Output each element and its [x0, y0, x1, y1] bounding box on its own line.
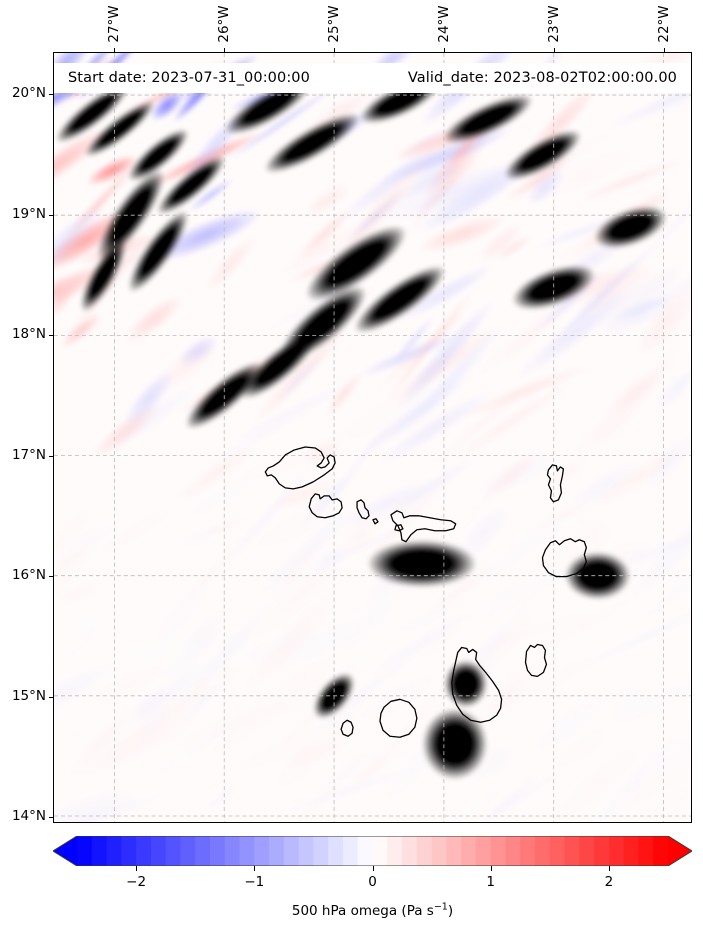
date-annotation-band: Start date: 2023-07-31_00:00:00 Valid_da… [54, 63, 691, 93]
x-tick--22: 22°W [656, 5, 673, 43]
x-tick-mark [333, 48, 335, 52]
x-tick-mark [664, 48, 666, 52]
y-tick-18: 18°N [11, 326, 46, 343]
colorbar-tick-0: 0 [368, 874, 377, 890]
y-tick-17: 17°N [11, 446, 46, 463]
y-tick-mark [49, 455, 53, 457]
start-date-text: Start date: 2023-07-31_00:00:00 [68, 70, 310, 86]
x-tick-mark [223, 48, 225, 52]
y-tick-16: 16°N [11, 567, 46, 584]
colorbar-tick--1: −1 [244, 874, 265, 890]
x-tick--24: 24°W [436, 5, 453, 43]
x-tick-mark [554, 48, 556, 52]
omega-field-heatmap [54, 53, 691, 822]
colorbar-label-text: 500 hPa omega (Pa s−1) [291, 901, 454, 919]
x-tick-mark [444, 48, 446, 52]
map-axes: Start date: 2023-07-31_00:00:00 Valid_da… [53, 52, 692, 823]
x-tick--23: 23°W [546, 5, 563, 43]
x-tick--26: 26°W [215, 5, 232, 43]
x-tick--27: 27°W [105, 5, 122, 43]
y-tick-mark [49, 94, 53, 96]
y-tick-14: 14°N [11, 807, 46, 824]
x-tick-mark [113, 48, 115, 52]
y-tick-mark [49, 816, 53, 818]
colorbar-tick-1: 1 [486, 874, 495, 890]
colorbar-tick--2: −2 [126, 874, 147, 890]
y-tick-19: 19°N [11, 205, 46, 222]
y-tick-20: 20°N [11, 85, 46, 102]
colorbar-label: 500 hPa omega (Pa s−1) [53, 901, 692, 919]
y-tick-mark [49, 214, 53, 216]
colorbar-tick-2: 2 [604, 874, 614, 890]
y-tick-mark [49, 576, 53, 578]
valid-date-text: Valid_date: 2023-08-02T02:00:00.00 [407, 70, 677, 86]
x-tick--25: 25°W [325, 5, 342, 43]
y-tick-mark [49, 335, 53, 337]
colorbar [53, 836, 692, 872]
y-tick-15: 15°N [11, 687, 46, 704]
y-tick-mark [49, 696, 53, 698]
